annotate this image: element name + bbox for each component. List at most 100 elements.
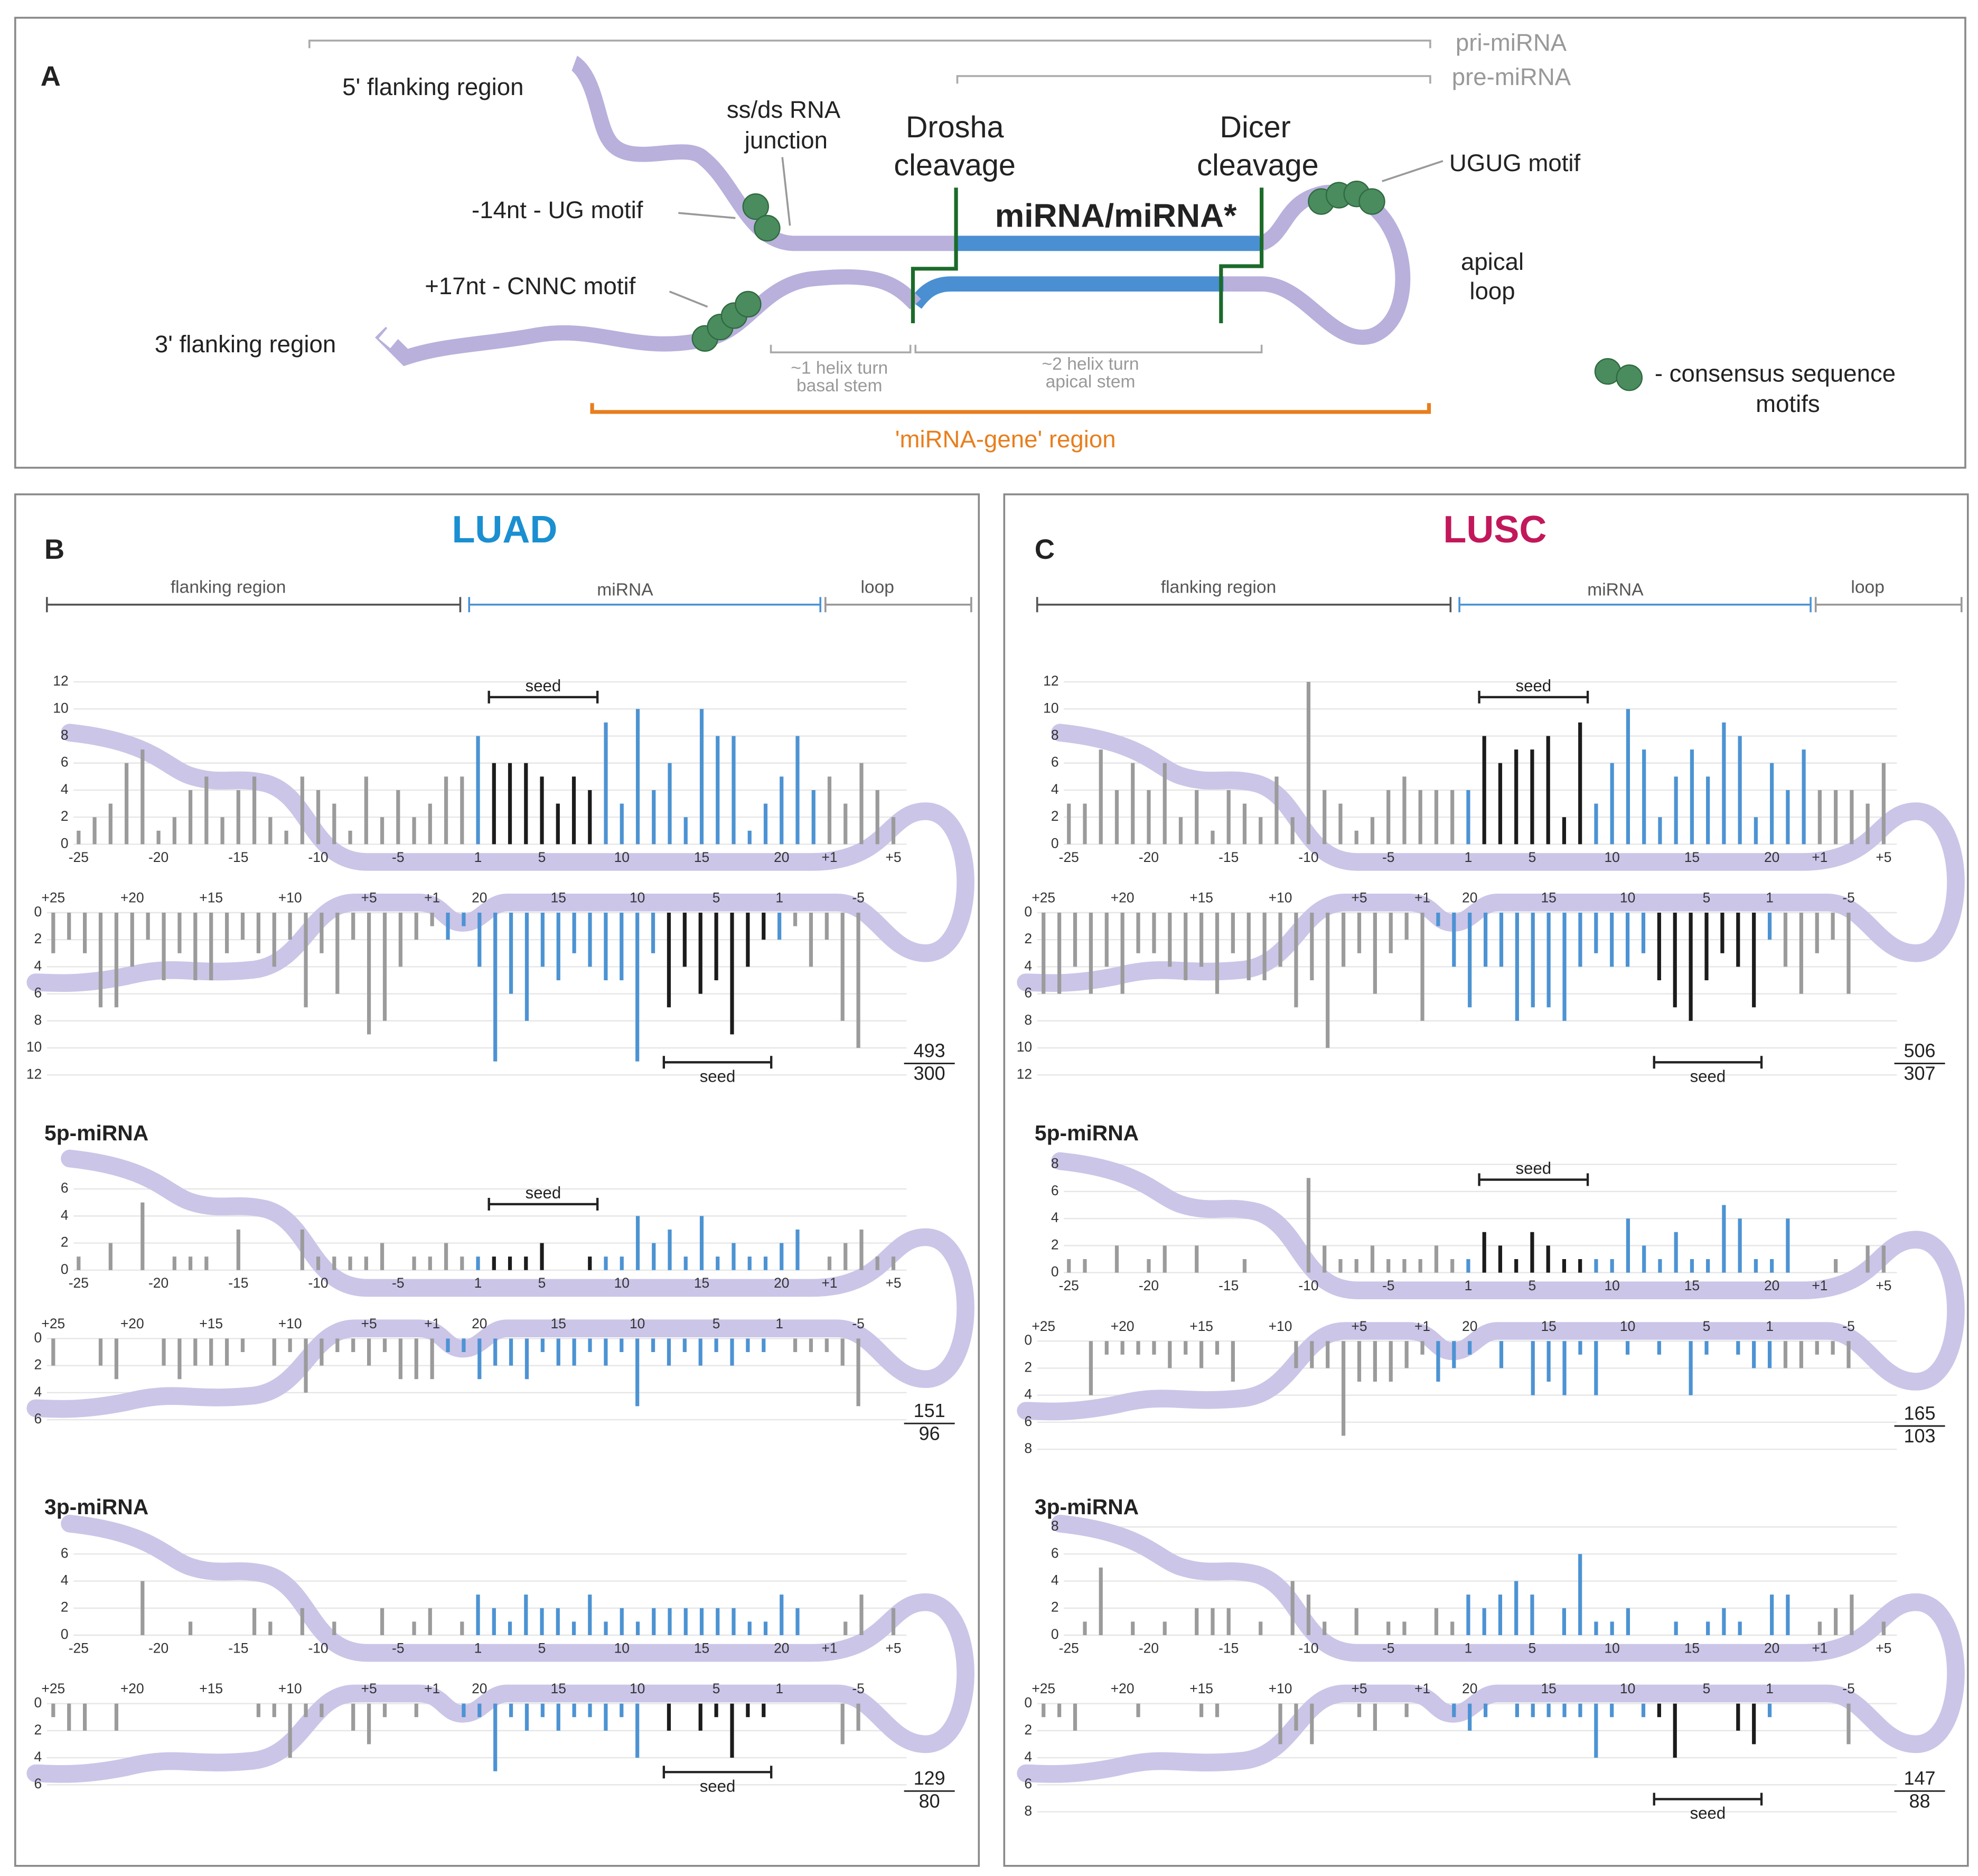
y-tick-label: 2 xyxy=(1051,808,1059,824)
y-tick-label: 10 xyxy=(1017,1039,1032,1055)
bar xyxy=(572,1703,576,1718)
bar xyxy=(1057,1703,1062,1718)
x-tick-label: -25 xyxy=(1059,1640,1079,1656)
x-tick-label: +5 xyxy=(885,1640,901,1656)
bar xyxy=(1089,913,1093,994)
bar xyxy=(652,790,656,845)
bar xyxy=(1658,1259,1662,1273)
bar xyxy=(856,1338,860,1406)
bar xyxy=(859,763,864,845)
bar xyxy=(1531,1703,1535,1718)
bar xyxy=(493,913,498,1062)
x-tick-label: 1 xyxy=(474,1275,482,1291)
bar xyxy=(1722,1205,1726,1273)
bar xyxy=(1706,1621,1710,1635)
bar xyxy=(763,803,768,845)
x-tick-label: 5 xyxy=(1703,890,1711,906)
bar xyxy=(1452,1703,1456,1718)
bar xyxy=(1114,790,1119,845)
x-tick-label: +5 xyxy=(1351,1681,1367,1696)
bar xyxy=(1083,1621,1087,1635)
bar xyxy=(746,1338,750,1353)
motif xyxy=(1358,188,1385,215)
bar xyxy=(827,776,832,845)
x-tick-label: 10 xyxy=(1620,890,1635,906)
bar xyxy=(1626,1218,1630,1273)
x-tick-label: +20 xyxy=(120,1681,144,1696)
x-tick-label: -15 xyxy=(1218,849,1239,865)
bar xyxy=(1136,913,1140,953)
bar xyxy=(1163,1245,1167,1273)
bar xyxy=(1468,913,1472,1008)
x-tick-label: -10 xyxy=(308,1275,328,1291)
bar xyxy=(1610,1703,1614,1718)
y-tick-label: 0 xyxy=(61,835,69,851)
x-tick-label: 10 xyxy=(1620,1681,1635,1696)
bar xyxy=(1865,1245,1870,1273)
bar xyxy=(651,913,655,953)
bar xyxy=(1450,1621,1455,1635)
count: 151 xyxy=(914,1400,945,1421)
y-tick-label: 8 xyxy=(1051,727,1059,743)
label: apical stem xyxy=(1046,372,1136,392)
bar xyxy=(732,1608,736,1635)
x-tick-label: 15 xyxy=(1684,849,1700,865)
bar xyxy=(635,1621,640,1635)
label: apical xyxy=(1461,248,1524,275)
bar xyxy=(524,1594,528,1635)
panel-border xyxy=(14,16,1966,469)
bar xyxy=(382,1703,387,1718)
label: Dicer xyxy=(1220,110,1290,144)
bar xyxy=(1578,1703,1582,1718)
count: 165 xyxy=(1904,1402,1936,1424)
bar xyxy=(524,763,528,845)
bar xyxy=(1738,1621,1742,1635)
bar xyxy=(1673,913,1677,1008)
x-tick-label: -5 xyxy=(392,1275,404,1291)
bar xyxy=(1389,1341,1393,1382)
dicer-cut xyxy=(1219,187,1264,323)
bar xyxy=(1767,913,1772,940)
label: +17nt - CNNC motif xyxy=(425,273,635,299)
label: 'miRNA-gene' region xyxy=(895,426,1116,453)
bar xyxy=(1163,763,1167,845)
seed-label: seed xyxy=(1690,1067,1726,1085)
bar xyxy=(683,1608,688,1635)
bar xyxy=(840,1703,845,1744)
bar xyxy=(209,1338,213,1366)
count: 88 xyxy=(1909,1790,1930,1812)
bar xyxy=(380,817,385,845)
bar xyxy=(809,913,813,967)
count: 129 xyxy=(914,1767,945,1789)
bar xyxy=(795,1229,800,1270)
bar xyxy=(1310,913,1314,981)
seed-label: seed xyxy=(1516,1159,1552,1178)
bar xyxy=(209,913,213,981)
bar xyxy=(1531,913,1535,1008)
bar xyxy=(1042,913,1046,994)
seed-bracket xyxy=(1653,1793,1763,1806)
x-tick-label: 5 xyxy=(713,890,720,906)
bar xyxy=(1466,790,1470,845)
panel-border xyxy=(14,493,980,1867)
bar xyxy=(1657,1703,1661,1718)
bar xyxy=(1199,1703,1204,1718)
bar xyxy=(1466,1259,1470,1273)
bar xyxy=(635,709,640,845)
bar xyxy=(1817,1621,1822,1635)
bar xyxy=(1770,1594,1774,1635)
motif xyxy=(735,290,762,318)
pre-bracket xyxy=(956,75,1431,84)
x-tick-label: +25 xyxy=(1032,890,1055,906)
bar xyxy=(1338,1259,1343,1273)
x-tick-label: 5 xyxy=(713,1316,720,1331)
x-tick-label: +15 xyxy=(1189,1681,1213,1696)
bar xyxy=(763,1256,768,1270)
x-tick-label: 20 xyxy=(774,1275,789,1291)
bar xyxy=(1215,913,1220,994)
bar xyxy=(1834,1608,1838,1635)
bar xyxy=(162,1338,166,1366)
x-tick-label: 15 xyxy=(694,849,709,865)
count: 506 xyxy=(1904,1040,1936,1062)
basal-bracket xyxy=(770,344,912,353)
